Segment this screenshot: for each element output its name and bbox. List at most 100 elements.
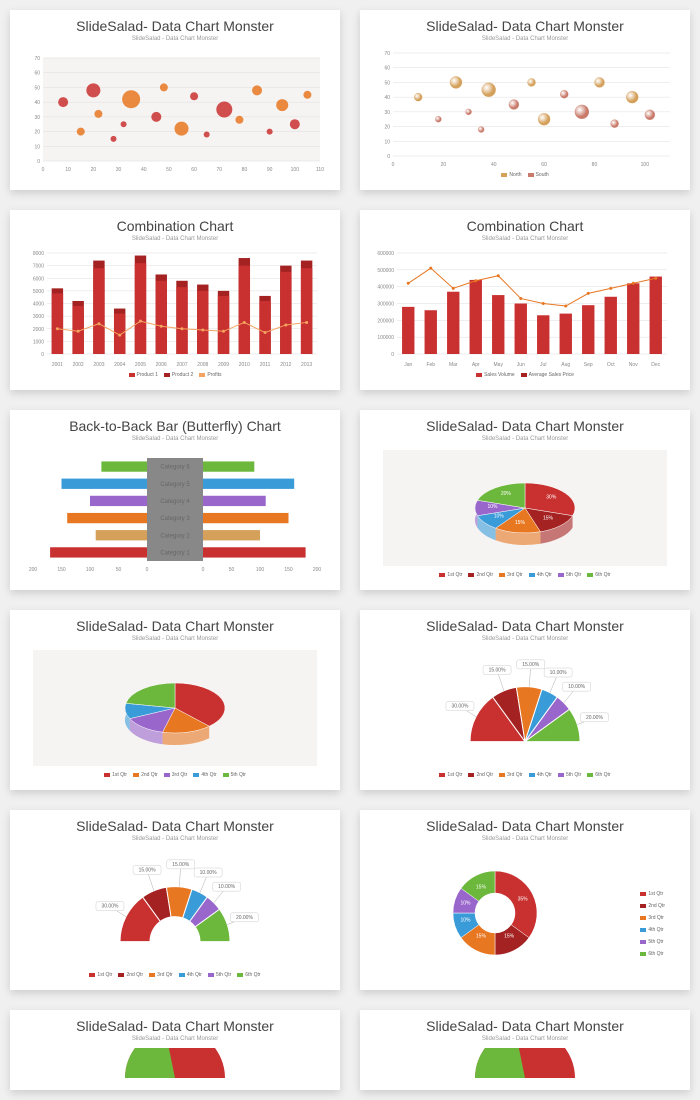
legend-swatch [640,928,646,932]
legend-label: 2nd Qtr [126,972,143,978]
svg-text:2006: 2006 [156,362,167,368]
chart-card: Combination ChartSlideSalad - Data Chart… [360,210,690,390]
legend-label: 2nd Qtr [141,772,158,778]
svg-text:4000: 4000 [33,302,44,308]
legend-label: Sales Volume [484,372,515,378]
chart-legend: 1st Qtr2nd Qtr3rd Qtr4th Qtr5th Qtr6th Q… [439,772,610,778]
legend-item: 2nd Qtr [118,972,143,978]
legend-item: 3rd Qtr [499,572,523,578]
card-subtitle: SlideSalad - Data Chart Monster [132,836,218,842]
svg-text:2010: 2010 [239,362,250,368]
svg-text:7000: 7000 [33,264,44,270]
svg-text:15%: 15% [515,520,526,526]
chart-area: 0100000200000300000400000500000600000Jan… [370,248,680,368]
svg-text:2012: 2012 [280,362,291,368]
chart-card: SlideSalad- Data Chart MonsterSlideSalad… [360,1010,690,1090]
svg-text:Category 3: Category 3 [160,516,190,522]
legend-swatch [529,773,535,777]
card-subtitle: SlideSalad - Data Chart Monster [482,236,568,242]
svg-text:150: 150 [57,567,66,573]
svg-text:70: 70 [34,56,40,62]
card-subtitle: SlideSalad - Data Chart Monster [132,636,218,642]
svg-text:30%: 30% [546,494,557,500]
legend-swatch [208,973,214,977]
svg-text:2002: 2002 [73,362,84,368]
legend-swatch [468,773,474,777]
legend-label: 4th Qtr [648,927,663,933]
chart-area: 0102030405060700102030405060708090100110 [20,48,330,178]
legend-label: 3rd Qtr [648,915,664,921]
chart-card: SlideSalad- Data Chart MonsterSlideSalad… [10,610,340,790]
legend-swatch [640,904,646,908]
card-title: Back-to-Back Bar (Butterfly) Chart [69,418,281,434]
legend-label: Product 1 [137,372,158,378]
svg-text:2004: 2004 [114,362,125,368]
butterfly-chart: Category 6Category 5Category 4Category 3… [20,453,330,573]
svg-text:Jan: Jan [404,362,412,368]
svg-text:50: 50 [166,167,172,173]
chart-area [20,648,330,768]
svg-text:30: 30 [116,167,122,173]
svg-text:Category 1: Category 1 [160,550,190,556]
svg-text:50: 50 [384,80,390,86]
svg-text:Aug: Aug [561,362,570,368]
svg-text:15.00%: 15.00% [489,667,507,673]
svg-text:Category 4: Category 4 [160,499,190,505]
svg-text:300000: 300000 [377,302,394,308]
card-title: SlideSalad- Data Chart Monster [76,1018,274,1034]
svg-text:70: 70 [384,51,390,57]
svg-text:20.00%: 20.00% [586,715,604,721]
svg-text:50: 50 [34,85,40,91]
svg-text:15%: 15% [504,933,515,939]
chart-card: Combination ChartSlideSalad - Data Chart… [10,210,340,390]
svg-text:90: 90 [267,167,273,173]
legend-item: Average Sales Price [521,372,574,378]
legend-item: 2nd Qtr [640,903,665,909]
legend-swatch [164,773,170,777]
svg-text:8000: 8000 [33,251,44,257]
legend-item: Sales Volume [476,372,515,378]
legend-item: 4th Qtr [529,572,552,578]
svg-text:Category 5: Category 5 [160,482,190,488]
svg-text:0: 0 [202,567,205,573]
legend-swatch [164,373,170,377]
legend-item: 3rd Qtr [499,772,523,778]
chart-legend: 1st Qtr2nd Qtr3rd Qtr4th Qtr5th Qtr [104,772,246,778]
chart-area: 35%15%15%10%10%15%1st Qtr2nd Qtr3rd Qtr4… [370,848,680,978]
svg-text:200000: 200000 [377,318,394,324]
card-title: SlideSalad- Data Chart Monster [426,818,624,834]
legend-item: North [501,172,521,178]
svg-text:80: 80 [592,162,598,168]
chart-area: 010203040506070020406080100 [370,48,680,168]
legend-swatch [439,573,445,577]
svg-text:10%: 10% [494,514,505,520]
svg-text:200: 200 [313,567,322,573]
card-title: SlideSalad- Data Chart Monster [426,1018,624,1034]
svg-text:35%: 35% [518,897,529,903]
chart-card: SlideSalad- Data Chart MonsterSlideSalad… [10,10,340,190]
semi_donut-chart: 30.00%15.00%15.00%10.00%10.00%20.00% [20,848,330,968]
legend-label: 4th Qtr [537,772,552,778]
legend-swatch [439,773,445,777]
legend-swatch [521,373,527,377]
card-subtitle: SlideSalad - Data Chart Monster [132,436,218,442]
svg-text:15%: 15% [476,885,487,891]
legend-item: 3rd Qtr [640,915,664,921]
pie3d-chart: 30%15%15%10%10%20% [370,448,680,568]
chart-card: SlideSalad- Data Chart Monster SlideSalad… [10,1010,340,1090]
svg-text:0: 0 [391,352,394,358]
svg-text:20.00%: 20.00% [236,915,254,921]
legend-swatch [179,973,185,977]
legend-label: 1st Qtr [112,772,127,778]
legend-item: 6th Qtr [587,572,610,578]
svg-text:10%: 10% [461,917,472,923]
card-subtitle: SlideSalad - Data Chart Monster [132,1036,218,1042]
legend-label: 3rd Qtr [507,572,523,578]
chart-legend: NorthSouth [501,172,548,178]
legend-swatch [104,773,110,777]
legend-swatch [501,173,507,177]
svg-text:50: 50 [116,567,122,573]
legend-label: North [509,172,521,178]
chart-legend: Sales Volume Average Sales Price [476,372,574,378]
legend-item: 4th Qtr [640,927,663,933]
